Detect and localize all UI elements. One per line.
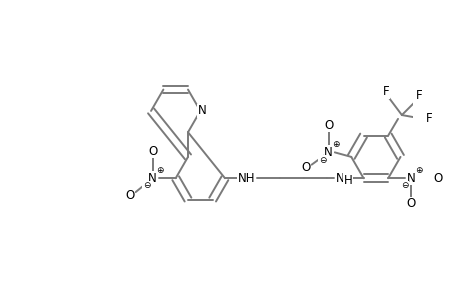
- Text: N: N: [148, 172, 157, 185]
- Text: O: O: [323, 119, 332, 132]
- Text: O: O: [148, 145, 157, 158]
- Text: ⊖: ⊖: [401, 182, 408, 190]
- Text: N: N: [197, 104, 206, 117]
- Text: O: O: [125, 189, 134, 202]
- Text: N: N: [324, 146, 332, 159]
- Text: NH: NH: [237, 172, 255, 185]
- Text: O: O: [433, 172, 442, 185]
- Text: ⊖: ⊖: [142, 182, 150, 190]
- Text: N: N: [336, 172, 344, 185]
- Text: N: N: [406, 172, 415, 185]
- Text: H: H: [343, 174, 352, 187]
- Text: F: F: [382, 85, 389, 98]
- Text: ⊕: ⊕: [332, 140, 339, 149]
- Text: O: O: [301, 161, 310, 174]
- Text: ⊕: ⊕: [156, 166, 164, 175]
- Text: ⊖: ⊖: [318, 156, 325, 165]
- Text: ⊕: ⊕: [414, 166, 422, 175]
- Text: F: F: [425, 112, 431, 125]
- Text: F: F: [414, 88, 421, 101]
- Text: O: O: [406, 197, 415, 210]
